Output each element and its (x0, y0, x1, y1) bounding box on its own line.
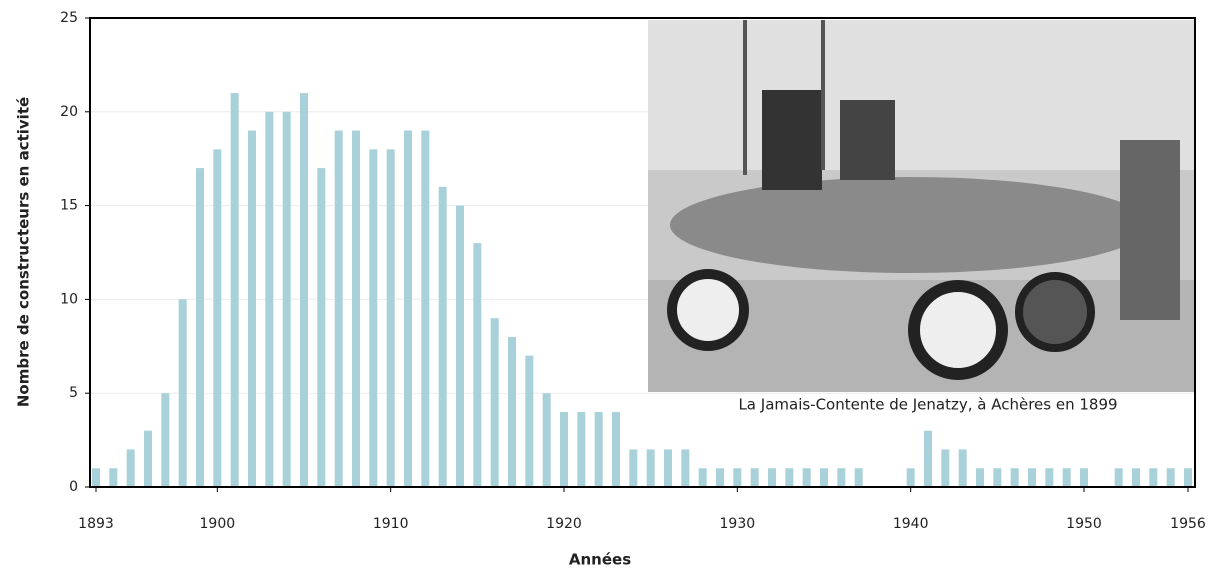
bar (1080, 468, 1088, 487)
bar (126, 449, 135, 487)
photo-car-body (670, 177, 1150, 273)
bar (508, 336, 516, 487)
photo-person (1120, 140, 1180, 320)
bar (837, 468, 846, 487)
bar (976, 468, 984, 487)
y-axis-title: Nombre de constructeurs en activité (15, 97, 33, 407)
bar (386, 149, 395, 487)
bar (438, 186, 447, 487)
bar (369, 149, 378, 487)
bar (560, 411, 568, 487)
bar (681, 449, 690, 487)
bar (317, 168, 326, 487)
photo-wheel (908, 280, 1008, 380)
bar (820, 468, 828, 487)
bar (958, 449, 967, 487)
bar (490, 318, 499, 487)
bar (750, 468, 759, 487)
bar (161, 393, 170, 487)
bar (456, 205, 464, 487)
bar (1166, 468, 1175, 487)
photo (648, 20, 1194, 392)
x-tick-label: 1950 (1066, 516, 1102, 532)
y-tick-label: 10 (60, 291, 78, 307)
bar (473, 243, 482, 487)
bar (542, 393, 551, 487)
bar (525, 355, 534, 487)
bar (352, 130, 360, 487)
x-tick-label: 1893 (78, 516, 114, 532)
bar (1184, 468, 1192, 487)
bar (785, 468, 794, 487)
bar (854, 468, 863, 487)
plot-area: 0 5 10 15 20 25 1893 1900 1910 1920 1930 1940 1950 19… (60, 10, 1206, 532)
plot-frame (89, 17, 1196, 488)
x-tick-label: 1940 (893, 516, 929, 532)
y-tick-label: 0 (69, 479, 78, 495)
bar (1028, 468, 1036, 487)
bar (1062, 468, 1071, 487)
photo-wheel (1015, 272, 1095, 352)
bar (629, 449, 638, 487)
y-tick-label: 5 (69, 385, 78, 401)
bar (334, 130, 343, 487)
bar (144, 430, 152, 487)
bar (109, 468, 118, 487)
bar (664, 449, 672, 487)
bar (594, 411, 603, 487)
x-tick-label: 1910 (373, 516, 409, 532)
bar (265, 111, 274, 488)
bar (1045, 468, 1054, 487)
bar (421, 130, 430, 487)
x-tick-label: 1920 (546, 516, 582, 532)
bar (577, 411, 586, 487)
x-axis-title: Années (569, 551, 631, 569)
photo-caption: La Jamais-Contente de Jenatzy, à Achères… (738, 396, 1117, 414)
bar (924, 430, 932, 487)
bar (196, 168, 204, 487)
bar (1132, 468, 1140, 487)
bar (404, 130, 412, 487)
bar (1010, 468, 1019, 487)
photo-person (840, 100, 895, 180)
bar (698, 468, 707, 487)
bar (213, 149, 222, 487)
x-tick-label: 1900 (200, 516, 236, 532)
bar (716, 468, 724, 487)
bar (768, 468, 776, 487)
photo-wheel (667, 269, 749, 351)
bar (646, 449, 655, 487)
bar (248, 130, 256, 487)
x-tick-label: 1930 (720, 516, 756, 532)
y-tick-label: 25 (60, 10, 78, 26)
bar (941, 449, 950, 487)
bar (300, 93, 308, 487)
photo-sky (648, 20, 1194, 170)
bar (230, 93, 239, 487)
bar (733, 468, 742, 487)
bar (282, 111, 291, 488)
bar (1149, 468, 1158, 487)
y-tick-label: 20 (60, 104, 78, 120)
bar (92, 468, 100, 487)
bar (1114, 468, 1123, 487)
bar (802, 468, 811, 487)
y-tick-label: 15 (60, 198, 78, 214)
bar (906, 468, 915, 487)
bar (993, 468, 1002, 487)
photo-person (762, 90, 822, 190)
bar (178, 299, 187, 487)
x-tick-label: 1956 (1170, 516, 1206, 532)
bar (612, 411, 620, 487)
